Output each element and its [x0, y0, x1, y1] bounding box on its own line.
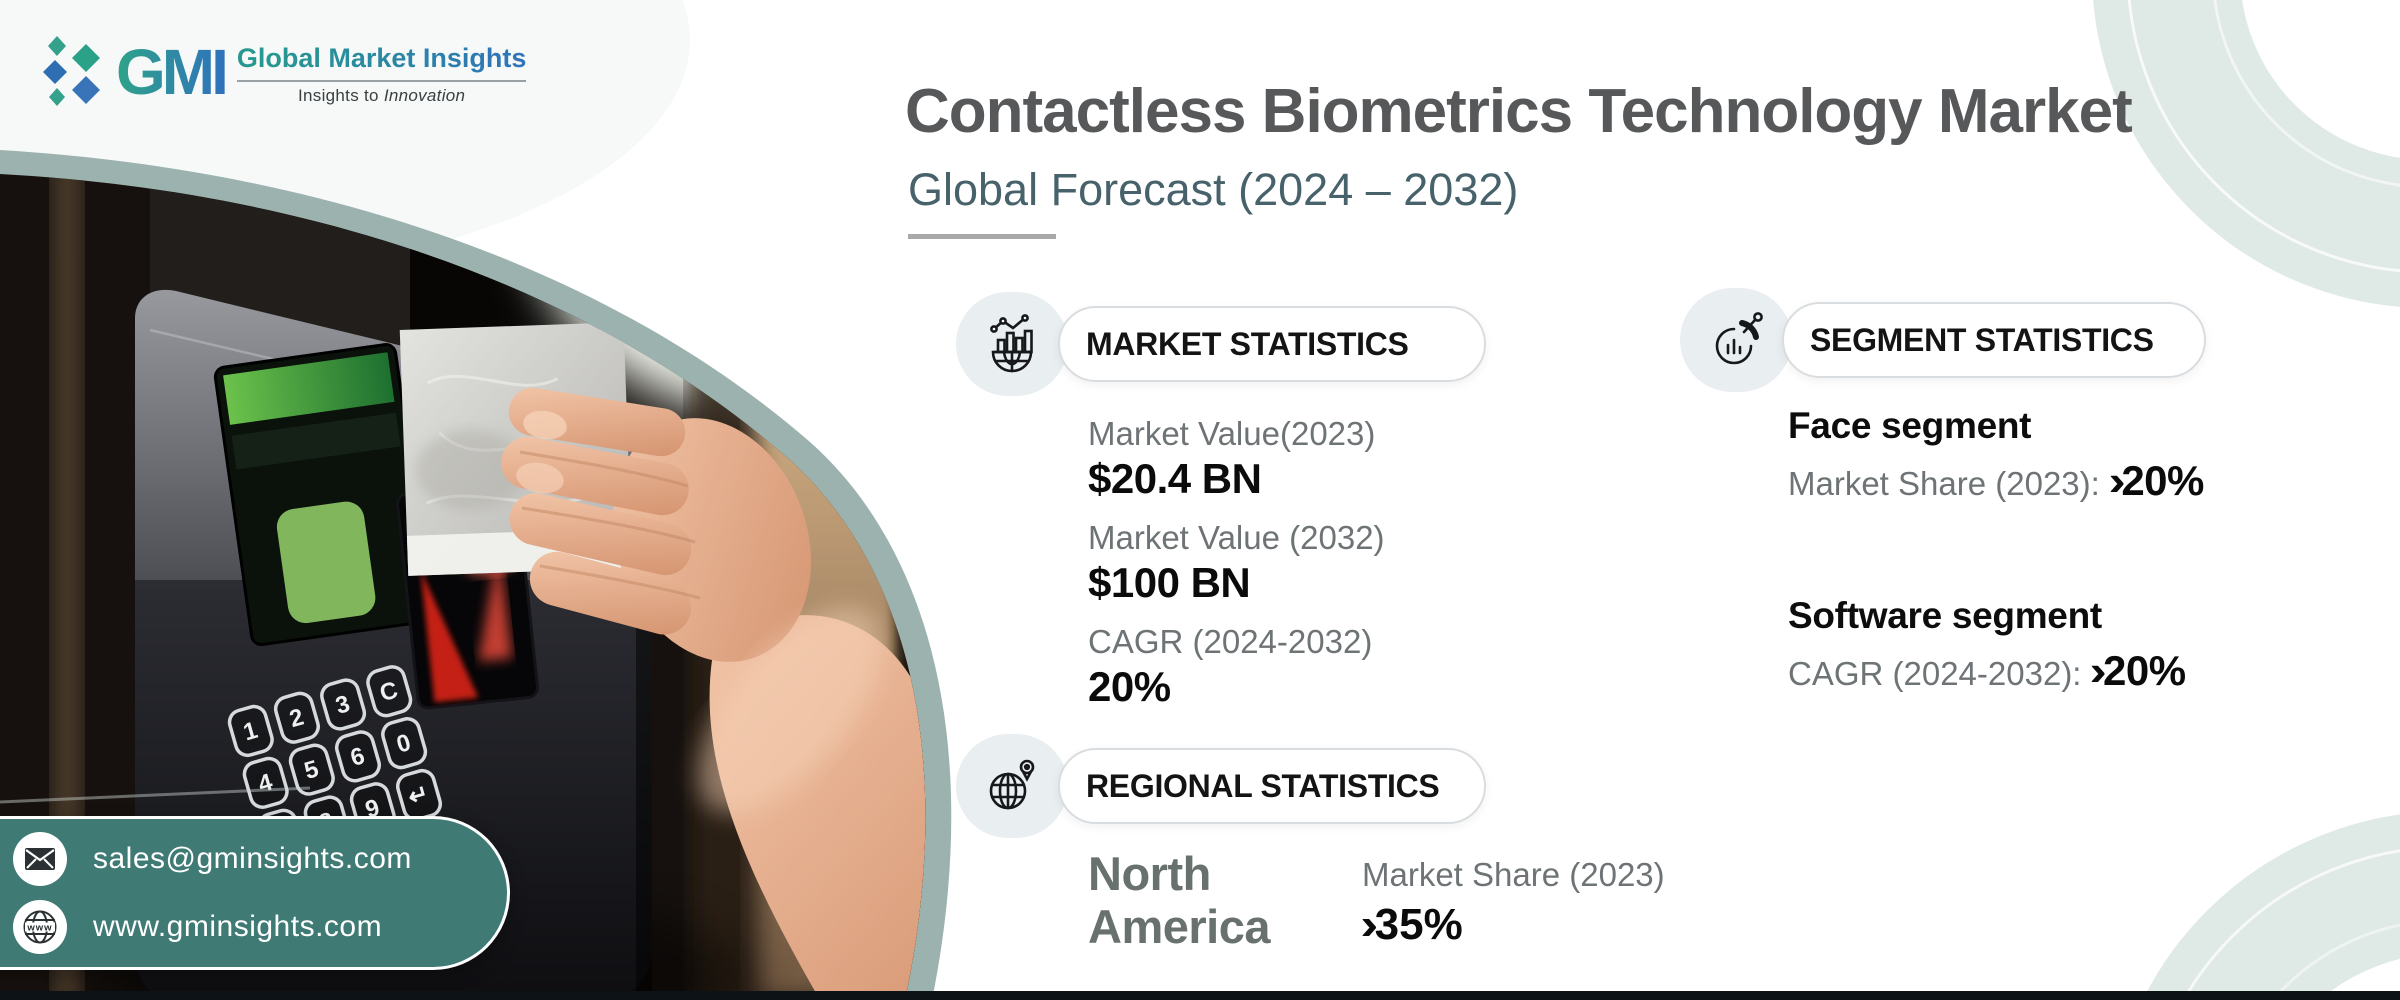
contact-website-row[interactable]: www www.gminsights.com — [13, 900, 507, 954]
segment-statistics-label: SEGMENT STATISTICS — [1810, 321, 2154, 358]
regional-statistics-pill: REGIONAL STATISTICS — [1058, 748, 1486, 824]
segment-stat-line: CAGR (2024-2032): ›20% — [1788, 647, 2186, 695]
stat-label: CAGR (2024-2032): — [1788, 655, 2082, 692]
stat-value: $20.4 BN — [1088, 455, 1262, 502]
greater-than-icon: › — [2108, 457, 2125, 504]
regional-statistics-icon-capsule — [956, 734, 1068, 838]
contact-email-row[interactable]: sales@gminsights.com — [13, 832, 507, 886]
pie-chart-icon — [1715, 312, 1763, 365]
region-share-label: Market Share (2023) — [1362, 856, 1665, 893]
segment-stat-line: Market Share (2023): ›20% — [1788, 457, 2204, 505]
contact-panel: sales@gminsights.com www www.gminsights.… — [0, 816, 510, 970]
segment-statistics-icon-capsule — [1680, 288, 1792, 392]
segment-name: Software segment — [1788, 595, 2102, 636]
gmi-wordmark: GMI — [116, 36, 229, 108]
logo-tagline: Insights to Innovation — [237, 86, 527, 106]
market-value-2032: Market Value (2032) $100 BN — [1088, 518, 1385, 608]
logo-company-name: Global Market Insights — [236, 42, 527, 73]
hero-photo: 1 2 3 C 4 5 6 0 7 8 9 ↵ — [0, 150, 952, 1000]
website-globe-icon: www — [13, 900, 67, 954]
tagline-emphasis: Innovation — [383, 85, 466, 105]
stat-label: Market Value (2032) — [1088, 519, 1385, 556]
face-segment-block: Face segment Market Share (2023): ›20% — [1788, 405, 2204, 505]
stat-label: Market Share (2023): — [1788, 465, 2100, 502]
hand — [501, 387, 926, 1000]
ring-bottom-right-icon — [2144, 814, 2400, 1000]
page-subtitle: Global Forecast (2024 – 2032) — [908, 164, 1519, 215]
screen-green-square — [276, 501, 376, 624]
tagline-prefix: Insights to — [298, 85, 384, 105]
globe-chart-icon — [990, 314, 1033, 373]
stat-value: $100 BN — [1088, 559, 1251, 606]
market-statistics-header: MARKET STATISTICS — [956, 292, 1486, 396]
contact-website[interactable]: www.gminsights.com — [93, 910, 383, 943]
globe-pin-icon — [989, 759, 1035, 810]
contact-email[interactable]: sales@gminsights.com — [93, 842, 412, 875]
stat-value: ›20% — [2108, 457, 2204, 504]
market-statistics-values: Market Value(2023) $20.4 BN Market Value… — [1088, 414, 1385, 726]
market-statistics-label: MARKET STATISTICS — [1086, 325, 1409, 362]
page-title: Contactless Biometrics Technology Market — [905, 77, 2133, 146]
market-statistics-icon-capsule — [956, 292, 1068, 396]
region-name: North America — [1088, 847, 1271, 953]
gmi-diamonds-icon — [43, 36, 100, 106]
segment-statistics-header: SEGMENT STATISTICS — [1680, 288, 2206, 392]
stat-label: Market Value(2023) — [1088, 415, 1376, 452]
segment-statistics-pill: SEGMENT STATISTICS — [1782, 302, 2206, 378]
gmi-logo: GMI Global Market Insights Insights to I… — [42, 30, 527, 114]
logo-divider — [236, 79, 527, 82]
stat-value: 20% — [1088, 663, 1171, 710]
device-screen — [213, 343, 434, 647]
greater-than-icon: › — [2089, 647, 2107, 694]
regional-statistics-label: REGIONAL STATISTICS — [1086, 767, 1440, 804]
subtitle-underline — [908, 234, 1056, 239]
stat-value: ›20% — [2089, 647, 2186, 694]
region-share-value: ›35% — [1360, 900, 1463, 949]
logo-text-block: Global Market Insights Insights to Innov… — [236, 39, 527, 106]
market-statistics-pill: MARKET STATISTICS — [1058, 306, 1486, 382]
regional-statistics-header: REGIONAL STATISTICS — [956, 734, 1486, 838]
screen-status-bar — [223, 352, 395, 425]
www-label: www — [26, 923, 52, 934]
market-cagr: CAGR (2024-2032) 20% — [1088, 622, 1385, 712]
software-segment-block: Software segment CAGR (2024-2032): ›20% — [1788, 595, 2186, 695]
greater-than-icon: › — [1360, 900, 1379, 949]
stat-label: CAGR (2024-2032) — [1088, 623, 1373, 660]
market-value-2023: Market Value(2023) $20.4 BN — [1088, 414, 1385, 504]
email-icon — [13, 832, 67, 886]
bottom-border-bar — [0, 991, 2400, 1000]
segment-name: Face segment — [1788, 405, 2032, 446]
